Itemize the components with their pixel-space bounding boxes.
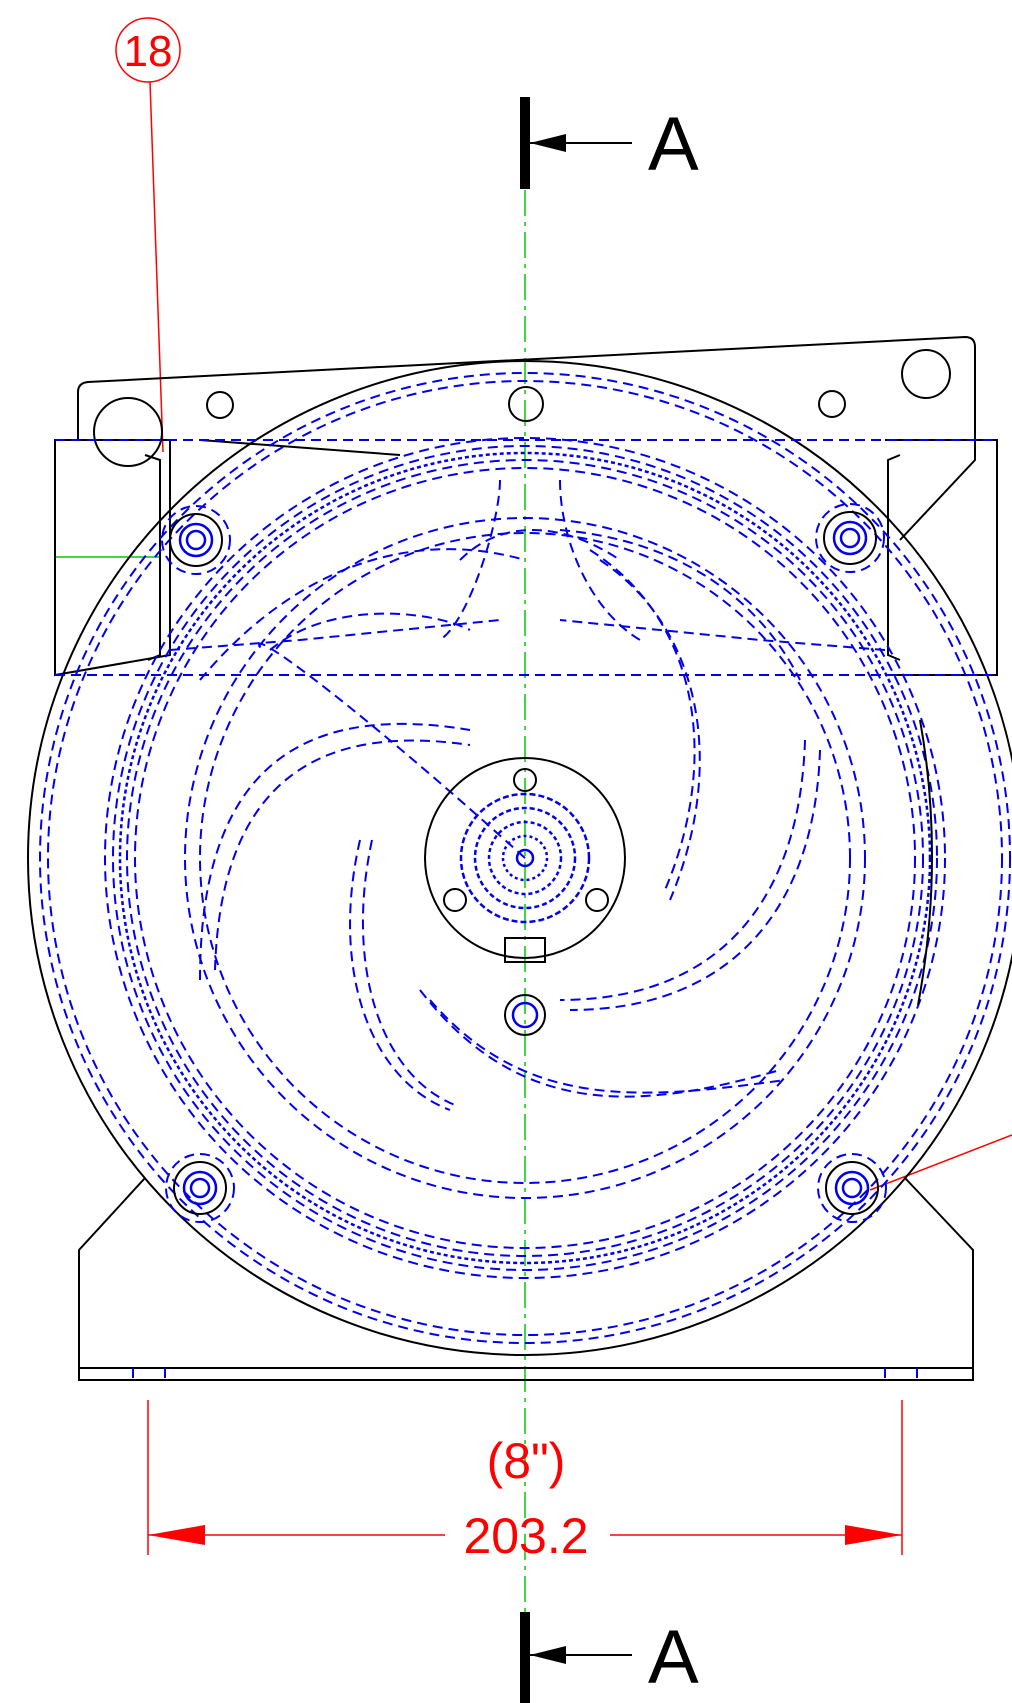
section-label-bottom: A bbox=[648, 1615, 699, 1700]
impeller-vanes bbox=[199, 479, 821, 1111]
dimension-millimeters: 203.2 bbox=[463, 1508, 588, 1564]
balloon-18: 18 bbox=[115, 17, 1012, 1191]
hidden-rings bbox=[39, 372, 1011, 1344]
bracket-hole-2 bbox=[206, 391, 234, 419]
right-strap bbox=[917, 719, 934, 1006]
bracket-hole-1 bbox=[93, 397, 163, 467]
top-bracket-plate bbox=[77, 335, 976, 541]
base-foot-right bbox=[525, 1177, 974, 1381]
mounting-bolt-top-right bbox=[815, 503, 885, 573]
section-marker-top: A bbox=[520, 97, 699, 189]
base-foot-left bbox=[78, 1177, 525, 1381]
balloon-number: 18 bbox=[124, 27, 173, 76]
dimension-inches: (8") bbox=[487, 1433, 566, 1489]
bracket-hole-3 bbox=[508, 386, 544, 422]
section-label-top: A bbox=[648, 102, 699, 187]
width-dimension: (8") 203.2 bbox=[147, 1400, 903, 1564]
bracket-hole-4 bbox=[818, 390, 846, 418]
hub bbox=[424, 757, 626, 1036]
section-marker-bottom: A bbox=[520, 1612, 699, 1703]
bracket-hole-5 bbox=[901, 349, 951, 399]
housing-outline bbox=[27, 360, 1012, 1356]
left-channel bbox=[54, 439, 171, 677]
right-channel bbox=[885, 439, 998, 676]
mounting-bolt-top-left bbox=[161, 505, 231, 575]
leader-line-right bbox=[869, 1134, 1012, 1191]
mounting-bolt-bottom-right bbox=[817, 1153, 887, 1223]
mounting-bolt-bottom-left bbox=[165, 1153, 235, 1223]
